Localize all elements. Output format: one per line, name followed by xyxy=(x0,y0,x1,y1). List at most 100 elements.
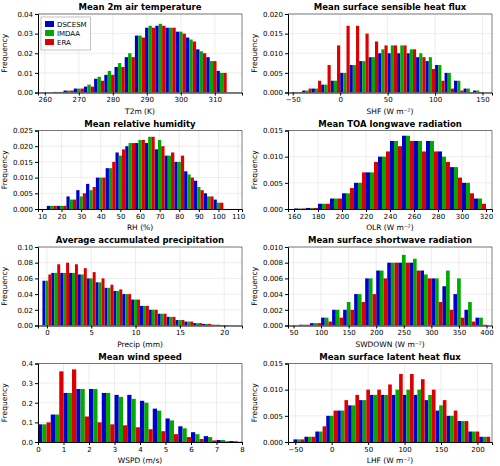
bar xyxy=(402,136,406,209)
grid-line-y xyxy=(288,130,492,131)
bar xyxy=(191,432,195,442)
y-tick-mark xyxy=(35,93,38,94)
bar xyxy=(70,200,73,209)
bar xyxy=(86,184,89,209)
bar xyxy=(72,273,75,326)
x-axis-line xyxy=(289,93,493,96)
bar xyxy=(435,65,438,92)
y-tick: 0.020 xyxy=(13,143,38,151)
x-tick: 200 xyxy=(370,326,383,338)
x-tick-mark xyxy=(462,209,463,212)
subplot: 051015200.000.020.040.060.080.10Average … xyxy=(0,235,243,349)
bar xyxy=(105,288,108,326)
y-tick-mark xyxy=(35,442,38,443)
x-tick: 5 xyxy=(89,326,93,338)
bar xyxy=(442,286,446,325)
y-axis-line xyxy=(285,364,289,443)
x-tick-label: 10 xyxy=(38,213,47,221)
bar xyxy=(184,171,187,209)
bar xyxy=(174,434,178,442)
bar xyxy=(199,323,202,325)
bar xyxy=(296,92,299,93)
bar xyxy=(89,190,92,209)
bar xyxy=(102,278,105,325)
x-tick: 40 xyxy=(97,209,106,221)
bar xyxy=(435,278,439,325)
bar xyxy=(181,320,184,325)
bar xyxy=(372,57,375,92)
bar xyxy=(322,204,326,209)
y-tick-mark xyxy=(35,14,38,15)
bar xyxy=(409,263,413,326)
bar xyxy=(220,73,223,93)
y-tick-label: 0.006 xyxy=(263,275,284,283)
x-axis: 160180200220240260280300320 xyxy=(288,209,493,221)
x-tick: 0 xyxy=(45,326,49,338)
y-tick: 0.0 xyxy=(22,439,38,447)
x-tick-mark xyxy=(218,209,219,212)
bar xyxy=(306,208,310,209)
bar xyxy=(416,57,419,92)
bar xyxy=(59,371,63,442)
bar xyxy=(155,310,158,326)
x-tick: 10 xyxy=(38,209,47,221)
bar xyxy=(152,310,155,326)
bar xyxy=(429,57,432,92)
legend-box xyxy=(41,17,91,50)
bar xyxy=(479,318,483,326)
bar xyxy=(442,157,446,209)
x-tick-label: 90 xyxy=(195,213,204,221)
x-tick-mark xyxy=(140,442,141,445)
bar xyxy=(64,393,68,442)
x-tick-mark xyxy=(224,326,225,329)
x-tick-mark xyxy=(238,209,239,212)
grid-line-x xyxy=(238,131,239,210)
y-tick-label: 0.000 xyxy=(263,89,283,97)
bar xyxy=(436,411,440,442)
x-tick-label: 220 xyxy=(360,213,373,221)
x-tick-mark xyxy=(459,326,460,329)
bar xyxy=(161,146,164,209)
x-tick-label: 110 xyxy=(232,213,245,221)
bar xyxy=(434,151,438,209)
bar xyxy=(134,300,137,326)
bar xyxy=(69,273,72,326)
bar xyxy=(302,91,305,93)
x-tick: 100 xyxy=(429,93,442,105)
x-tick: 50 xyxy=(290,326,299,338)
x-tick: 15 xyxy=(176,326,185,338)
y-tick: 0.010 xyxy=(263,244,288,252)
bar xyxy=(448,73,451,93)
bar xyxy=(57,91,60,92)
frame-right xyxy=(492,364,493,443)
x-axis-title: LHF (W m⁻²) xyxy=(367,456,414,465)
bar-series xyxy=(303,255,483,326)
bar xyxy=(129,143,132,209)
plot-area xyxy=(294,136,486,209)
bar xyxy=(142,38,145,93)
bar xyxy=(343,73,346,93)
bar xyxy=(107,288,110,326)
x-tick-label: 200 xyxy=(471,446,484,454)
bar xyxy=(365,278,369,325)
bar xyxy=(321,318,325,326)
x-tick-mark xyxy=(191,442,192,445)
bar xyxy=(208,324,211,326)
y-axis-line xyxy=(285,15,289,94)
x-tick: 290 xyxy=(141,93,154,105)
bar xyxy=(206,57,209,92)
bar xyxy=(76,389,80,442)
bar xyxy=(464,89,467,93)
grid xyxy=(38,131,242,210)
bar xyxy=(68,393,72,442)
bar xyxy=(377,390,381,442)
x-tick-mark xyxy=(81,209,82,212)
y-tick-label: 0.03 xyxy=(17,30,33,38)
y-tick: 0.005 xyxy=(13,190,38,198)
bar xyxy=(234,441,238,442)
x-tick: 270 xyxy=(73,93,86,105)
bar xyxy=(483,437,487,442)
bar xyxy=(304,437,308,442)
bar xyxy=(143,306,146,326)
y-tick: 0.010 xyxy=(263,50,288,58)
